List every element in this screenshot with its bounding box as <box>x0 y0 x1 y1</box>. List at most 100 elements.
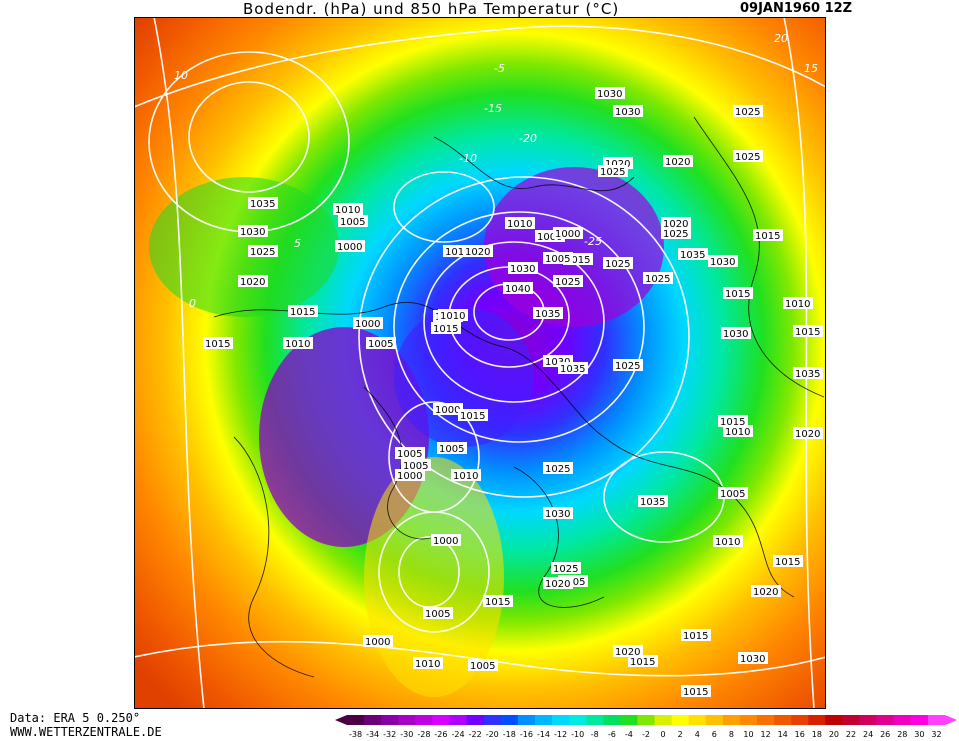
isobar-label: 1035 <box>560 364 585 375</box>
isobar-label-bg <box>773 555 803 567</box>
colorbar-cell <box>705 715 724 725</box>
isobar-label: 1010 <box>415 659 440 670</box>
colorbar-tick-label: 14 <box>778 730 788 739</box>
warm-tongue-south <box>364 457 504 697</box>
isobar-label: 1000 <box>397 471 422 482</box>
isobar-label: 1015 <box>720 417 745 428</box>
isobar-label: 1025 <box>663 229 688 240</box>
isobar-label: 1005 <box>397 449 422 460</box>
colorbar-cell <box>842 715 861 725</box>
isobar-label: 1015 <box>205 339 230 350</box>
colorbar-cell <box>569 715 587 725</box>
isobar-label: 1005 <box>439 444 464 455</box>
colorbar-tick-label: 16 <box>795 730 805 739</box>
isobar-label: 1030 <box>545 509 570 520</box>
temperature-labels: 10 5 0 -5 -10 -15 -20 -25 15 20 <box>174 32 818 310</box>
isobar-label: 1000 <box>555 229 580 240</box>
temp-label: 15 <box>804 62 818 75</box>
colorbar-cell <box>876 715 895 725</box>
isobar-label: 1030 <box>723 329 748 340</box>
isobar-label-bg <box>463 245 493 257</box>
colorbar-cell <box>859 715 878 725</box>
isobar-label-bg <box>503 282 533 294</box>
colorbar-tick-label: -14 <box>537 730 550 739</box>
isobar-label-bg <box>366 337 396 349</box>
isobar-label-bg <box>508 262 538 274</box>
colorbar-cell <box>757 715 775 725</box>
isobar-label-bg <box>543 577 573 589</box>
isobar-label: 1020 <box>665 157 690 168</box>
colorbar-tick-label: -28 <box>417 730 430 739</box>
temp-label: 0 <box>189 297 196 310</box>
website: WWW.WETTERZENTRALE.DE <box>10 725 162 739</box>
isobar-label: 1015 <box>290 307 315 318</box>
isobar-label: 1015 <box>775 557 800 568</box>
colorbar-cell <box>654 715 673 725</box>
isobar-label: 1010 <box>453 471 478 482</box>
isobar-label-bg <box>338 215 368 227</box>
isobar-label: 1025 <box>553 564 578 575</box>
isobar-label: 1015 <box>460 411 485 422</box>
isobar-label: 1020 <box>240 277 265 288</box>
colorbar-cell <box>347 715 365 725</box>
isobar-label: 1030 <box>710 257 735 268</box>
temp-label: 5 <box>294 237 301 250</box>
colorbar-tick-label: -18 <box>503 730 516 739</box>
isobar-label: 1030 <box>545 357 570 368</box>
isobar-label-bg <box>438 309 468 321</box>
isobar-label-bg <box>533 307 563 319</box>
isobar-label: 1015 <box>630 657 655 668</box>
isobar-label-bg <box>431 322 461 334</box>
isobar-label: 1040 <box>505 284 530 295</box>
colorbar-cell <box>825 715 843 725</box>
isobar-label-bg <box>713 535 743 547</box>
colorbar-cell <box>791 715 809 725</box>
isobar-label-bg <box>783 297 813 309</box>
isobar-label: 1030 <box>740 654 765 665</box>
colorbar-tick-label: -12 <box>554 730 567 739</box>
colorbar-tick-label: -32 <box>383 730 396 739</box>
isobar-label-bg <box>603 257 633 269</box>
colorbar-tick-label: -8 <box>591 730 599 739</box>
isobar-label: 1010 <box>285 339 310 350</box>
isobar-label: 1035 <box>680 250 705 261</box>
isobar-label: 1035 <box>640 497 665 508</box>
isobar-label: 1030 <box>240 227 265 238</box>
colorbar-tick-label: 22 <box>846 730 856 739</box>
isobar-label-bg <box>283 337 313 349</box>
isobar-label: 1030 <box>597 89 622 100</box>
isobar-label-bg <box>708 255 738 267</box>
isobar-label-bg <box>543 252 573 264</box>
temp-label: -25 <box>584 235 602 248</box>
colorbar-cell <box>739 715 758 725</box>
colorbar-cell <box>517 715 536 725</box>
isobar-label: 1000 <box>337 242 362 253</box>
isobar-label: 1025 <box>545 464 570 475</box>
isobar-label-bg <box>248 197 278 209</box>
colorbar-arrow-left <box>335 715 347 725</box>
colorbar-tick-label: 10 <box>743 730 753 739</box>
isobar-label-bg <box>203 337 233 349</box>
isobar-label-bg <box>248 245 278 257</box>
temperature-colorbar: -38 -34 -32 -30 -28 -26 -24 -22 -20 -18 -16 -14 -12-… <box>335 715 957 739</box>
isobar-label: 1015 <box>433 324 458 335</box>
temp-label: -5 <box>494 62 505 75</box>
colorbar-tick-label: -6 <box>608 730 616 739</box>
isobar-label-bg <box>458 409 488 421</box>
isobar-label-bg <box>553 227 583 239</box>
colorbar-cell <box>586 715 604 725</box>
isobar-label: 1015 <box>683 631 708 642</box>
colorbar-cell <box>432 715 451 725</box>
isobar-label-bg <box>793 427 823 439</box>
isobar-label: 1020 <box>545 579 570 590</box>
colorbar-tick-label: 30 <box>914 730 924 739</box>
isobar-label-bg <box>718 415 748 427</box>
isobar-label: 1025 <box>600 167 625 178</box>
isobar-label-bg <box>613 359 643 371</box>
isobar-label-bg <box>395 447 425 459</box>
isobar-label: 1025 <box>735 152 760 163</box>
colorbar-cell <box>534 715 553 725</box>
isobar-label: 1005 <box>720 489 745 500</box>
isobar-label-bg <box>613 105 643 117</box>
